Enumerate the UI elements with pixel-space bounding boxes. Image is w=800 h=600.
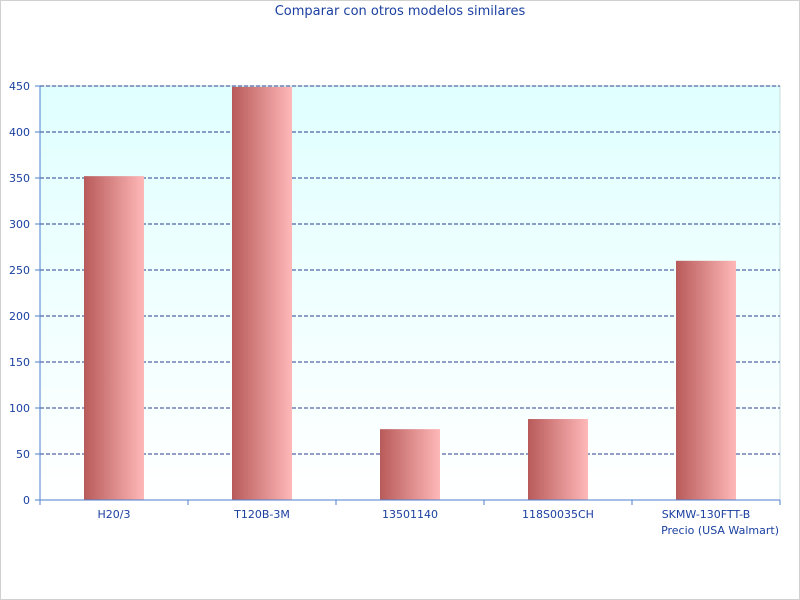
bar — [528, 419, 588, 500]
axes — [35, 85, 781, 505]
y-tick-label: 200 — [9, 310, 30, 323]
x-axis-label: Precio (USA Walmart) — [661, 524, 779, 537]
bar — [676, 260, 736, 500]
y-tick-label: 250 — [9, 264, 30, 277]
bar — [380, 429, 440, 500]
y-tick-label: 450 — [9, 80, 30, 93]
chart-title: Comparar con otros modelos similares — [274, 4, 526, 19]
bars — [84, 86, 736, 501]
x-tick-label: T120B-3M — [233, 508, 290, 521]
y-tick-label: 150 — [9, 356, 30, 369]
x-tick-label: 13501140 — [382, 508, 438, 521]
bar — [84, 176, 144, 500]
bar — [232, 86, 292, 501]
y-tick-label: 400 — [9, 126, 30, 139]
y-tick-label: 350 — [9, 172, 30, 185]
x-tick-label: H20/3 — [98, 508, 131, 521]
y-tick-label: 0 — [23, 494, 30, 507]
x-tick-label: 118S0035CH — [522, 508, 594, 521]
x-tick-label: SKMW-130FTT-B — [662, 508, 751, 521]
tick-labels: 0 50 100 150 200 250 300 350 400 450 H20/3 T120B-3M… — [9, 80, 750, 521]
y-tick-label: 50 — [16, 448, 30, 461]
y-tick-label: 300 — [9, 218, 30, 231]
grid-lines — [40, 85, 780, 455]
y-tick-label: 100 — [9, 402, 30, 415]
